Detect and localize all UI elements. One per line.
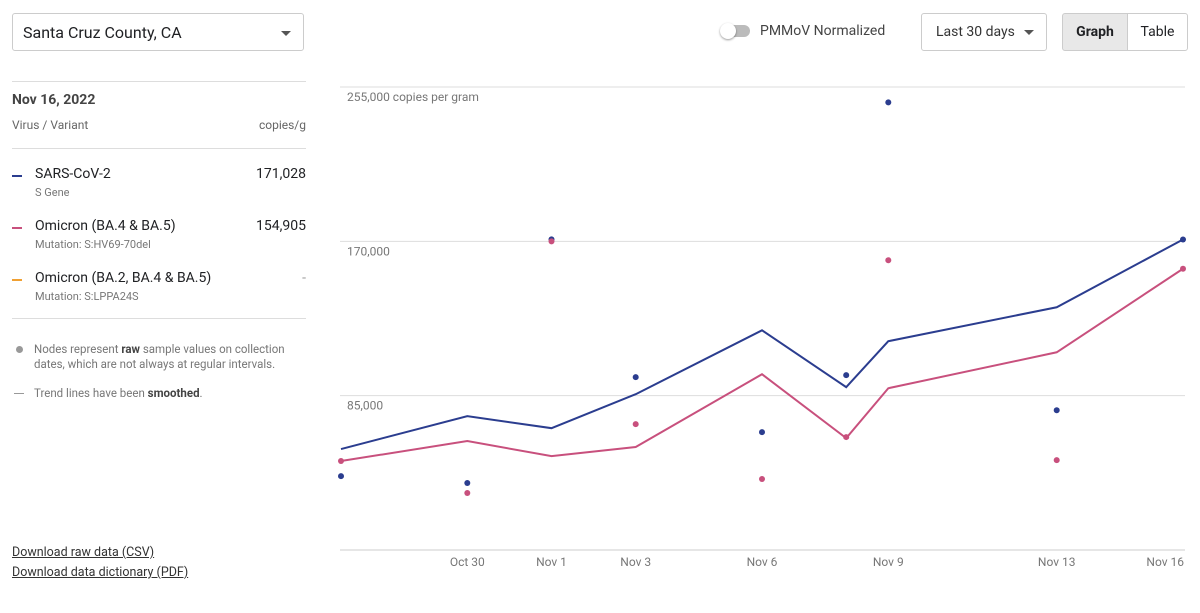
tab-graph[interactable]: Graph <box>1062 13 1128 51</box>
divider <box>12 81 306 82</box>
text: . <box>199 386 203 400</box>
y-tick-label: 170,000 <box>347 244 390 258</box>
x-tick-label: Nov 6 <box>747 555 778 569</box>
divider <box>12 318 306 319</box>
tab-table[interactable]: Table <box>1127 13 1188 51</box>
legend-detail: S Gene <box>35 186 70 199</box>
raw-node <box>885 257 892 264</box>
caret <box>1024 30 1034 35</box>
range-select[interactable]: Last 30 days <box>921 13 1047 51</box>
location-select[interactable]: Santa Cruz County, CA <box>12 13 304 51</box>
legend-row: Omicron (BA.2, BA.4 & BA.5) Mutation: S:L… <box>12 270 306 310</box>
trend-line <box>340 238 1184 451</box>
text: smoothed <box>147 386 200 400</box>
caret <box>281 31 291 36</box>
download-csv[interactable]: Download raw data (CSV) <box>12 545 155 560</box>
column-right: copies/g <box>258 118 306 132</box>
text: sample values on collection dates, which… <box>34 342 285 371</box>
range-label: Last 30 days <box>936 24 1015 40</box>
x-tick-label: Nov 16 <box>1146 555 1184 569</box>
y-tick-label: 255,000 copies per gram <box>347 90 479 104</box>
location: Santa Cruz County, CA <box>23 23 182 42</box>
note-trend: Trend lines have been smoothed. <box>12 386 306 401</box>
legend-value: - <box>302 270 306 286</box>
y-tick-label: 85,000 <box>347 399 383 413</box>
raw-node <box>1180 236 1186 243</box>
toggle-label: PMMoV Normalized <box>760 23 886 39</box>
raw-node <box>548 238 555 245</box>
legend-detail: Mutation: S:HV69-70del <box>35 238 151 251</box>
legend-swatch <box>12 175 22 177</box>
legend-value: 171,028 <box>256 166 306 182</box>
panel-date: Nov 16, 2022 <box>12 92 96 108</box>
trend-line <box>340 267 1184 463</box>
toggle[interactable] <box>720 23 750 39</box>
raw-node <box>759 476 765 483</box>
legend-value: 154,905 <box>256 218 306 234</box>
dot-icon <box>16 346 23 353</box>
x-tick-label: Nov 9 <box>873 555 904 569</box>
legend-name: Omicron (BA.4 & BA.5) <box>35 218 176 234</box>
legend-swatch <box>12 227 22 229</box>
text: Nodes represent <box>34 342 122 356</box>
download-pdf[interactable]: Download data dictionary (PDF) <box>12 565 189 580</box>
text: Trend lines have been <box>34 386 148 400</box>
legend-name: SARS-CoV-2 <box>35 166 111 182</box>
legend-row: SARS-CoV-2 S Gene 171,028 <box>12 166 306 206</box>
raw-node <box>464 489 471 496</box>
x-tick-label: Oct 30 <box>450 555 485 569</box>
raw-node <box>1180 265 1186 272</box>
raw-node <box>843 434 850 441</box>
raw-node <box>338 473 344 480</box>
raw-node <box>759 429 765 436</box>
raw-node <box>464 480 471 487</box>
x-tick-label: Nov 3 <box>620 555 651 569</box>
divider <box>12 148 306 149</box>
text: raw <box>121 342 140 356</box>
toggle-knob <box>720 23 736 39</box>
raw-node <box>1053 407 1060 414</box>
raw-node <box>632 421 639 428</box>
raw-node <box>1053 457 1060 464</box>
legend-name: Omicron (BA.2, BA.4 & BA.5) <box>35 270 212 286</box>
raw-node <box>338 458 344 465</box>
column-left: Virus / Variant <box>12 118 89 132</box>
raw-node <box>632 374 639 381</box>
x-tick-label: Nov 1 <box>536 555 567 569</box>
raw-node <box>843 372 850 379</box>
x-tick-label: Nov 13 <box>1038 555 1076 569</box>
legend-swatch <box>12 279 22 281</box>
line-icon <box>14 393 24 394</box>
legend-detail: Mutation: S:LPPA24S <box>35 290 139 303</box>
raw-node <box>885 99 892 106</box>
legend-row: Omicron (BA.4 & BA.5) Mutation: S:HV69-70… <box>12 218 306 258</box>
note-nodes: Nodes represent raw sample values on col… <box>12 342 306 372</box>
